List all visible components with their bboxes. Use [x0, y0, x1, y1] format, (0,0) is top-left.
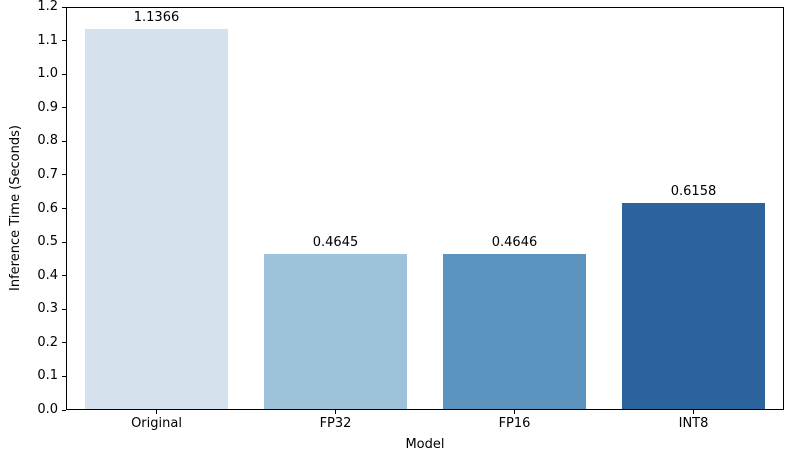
- bar-original: [84, 29, 229, 409]
- y-tick-label: 0.9: [37, 99, 58, 115]
- y-tick-mark: [62, 241, 66, 243]
- y-tick-mark: [62, 308, 66, 310]
- y-tick-label: 1.2: [37, 0, 58, 14]
- y-tick-label: 0.3: [37, 301, 58, 317]
- y-tick-label: 0.2: [37, 334, 58, 350]
- y-tick-mark: [62, 275, 66, 277]
- x-tick-mark: [335, 410, 336, 414]
- x-tick-mark: [693, 410, 694, 414]
- y-tick-mark: [62, 107, 66, 109]
- y-tick-label: 1.1: [37, 32, 58, 48]
- y-tick-label: 0.7: [37, 166, 58, 182]
- y-tick-mark: [62, 40, 66, 42]
- y-tick-mark: [62, 140, 66, 142]
- y-tick-mark: [62, 174, 66, 176]
- y-tick-label: 1.0: [37, 66, 58, 82]
- y-tick-mark: [62, 342, 66, 344]
- x-axis-label: Model: [405, 437, 445, 452]
- y-tick-label: 0.5: [37, 234, 58, 250]
- x-tick-mark: [514, 410, 515, 414]
- x-tick-label-fp16: FP16: [498, 416, 531, 431]
- bar-value-label: 0.4645: [312, 234, 359, 250]
- y-tick-label: 0.4: [37, 267, 58, 283]
- bar-value-label: 1.1366: [133, 10, 180, 26]
- bar-fp32: [263, 253, 408, 409]
- y-tick-mark: [62, 73, 66, 75]
- bar-fp16: [442, 253, 587, 409]
- x-tick-label-original: Original: [131, 416, 182, 431]
- y-tick-mark: [62, 6, 66, 8]
- y-tick-label: 0.1: [37, 368, 58, 384]
- x-tick-label-fp32: FP32: [319, 416, 352, 431]
- y-tick-mark: [62, 208, 66, 209]
- y-tick-mark: [62, 375, 66, 377]
- y-tick-mark: [62, 409, 66, 411]
- x-tick-mark: [156, 410, 157, 414]
- x-tick-label-int8: INT8: [678, 416, 709, 431]
- y-tick-label: 0.0: [37, 402, 58, 417]
- bar-value-label: 0.4646: [491, 234, 538, 250]
- plot-area: [66, 7, 784, 410]
- y-tick-label: 0.6: [37, 200, 58, 216]
- y-tick-label: 0.8: [37, 133, 58, 149]
- bar-int8: [621, 203, 766, 409]
- bar-value-label: 0.6158: [670, 184, 717, 200]
